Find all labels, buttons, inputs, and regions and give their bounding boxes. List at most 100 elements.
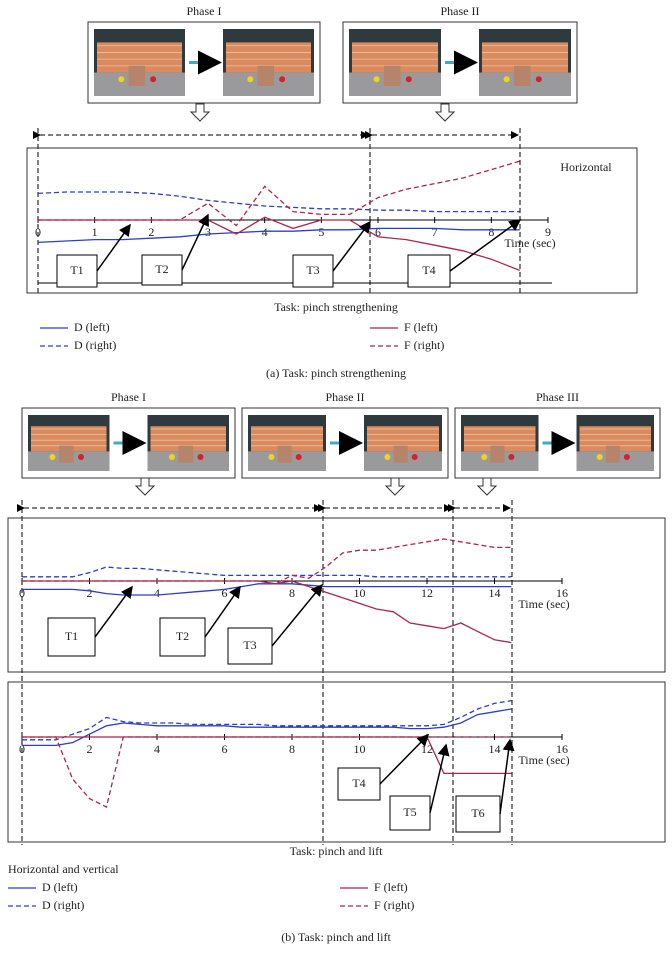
scene-box (383, 65, 401, 86)
legend-title: Horizontal and vertical (8, 862, 119, 876)
x-tick-label: 12 (421, 742, 433, 756)
down-arrow (434, 103, 456, 122)
x-tick-label: 5 (318, 225, 324, 239)
yellow-ball (481, 454, 488, 460)
x-tick-label: 6 (222, 586, 228, 600)
annotation-arrow (379, 733, 430, 785)
x-tick-label: 6 (375, 225, 381, 239)
phase-label: Phase II (326, 390, 365, 404)
x-tick-label: 2 (87, 742, 93, 756)
legend-label: F (left) (404, 320, 438, 334)
annotation-arrow (181, 213, 209, 271)
series-line (22, 736, 512, 775)
x-tick-label: 4 (154, 586, 160, 600)
down-arrow (384, 477, 406, 496)
series-line (37, 191, 520, 213)
annotation-label: T1 (65, 629, 78, 643)
legend-label: F (left) (374, 880, 408, 894)
annotation-box (227, 627, 273, 665)
series-line (22, 538, 512, 585)
chart-frame (7, 681, 666, 843)
yellow-ball (596, 454, 603, 460)
x-axis-label: Time (sec) (504, 236, 555, 250)
legend-label: F (right) (374, 898, 414, 912)
red-ball (295, 454, 302, 460)
x-tick-label: 2 (87, 586, 93, 600)
x-tick-label: 1 (92, 225, 98, 239)
series-line (38, 160, 520, 227)
x-tick-label: 9 (545, 225, 551, 239)
x-tick-label: 10 (354, 586, 366, 600)
scene-box (277, 445, 292, 463)
annotation-box (337, 767, 381, 801)
x-tick-label: 2 (148, 225, 154, 239)
annotation-arrow (332, 220, 371, 272)
annotation-label: T6 (471, 806, 484, 820)
scene-box (605, 445, 620, 463)
x-tick-label: 14 (489, 742, 501, 756)
x-tick-label: 16 (556, 742, 568, 756)
legend-label: D (left) (74, 320, 110, 334)
annotation-label: T1 (70, 263, 83, 277)
annotation-arrow (449, 219, 522, 272)
scene-box (490, 445, 505, 463)
yellow-ball (118, 76, 125, 83)
legend-label: D (right) (42, 898, 84, 912)
red-ball (197, 454, 204, 460)
caption: (a) Task: pinch strengthening (266, 366, 406, 380)
chart-title: Horizontal (560, 160, 612, 174)
scene-box (178, 445, 194, 463)
legend-label: D (left) (42, 880, 78, 894)
phase-label: Phase II (441, 4, 480, 18)
series-line (22, 699, 512, 741)
annotation-label: T3 (243, 638, 256, 652)
annotation-arrow (96, 223, 131, 272)
red-ball (77, 454, 84, 460)
x-tick-label: 4 (154, 742, 160, 756)
scene-box (513, 65, 531, 86)
scene-box (128, 65, 145, 86)
x-tick-label: 8 (289, 742, 295, 756)
x-axis-label: Time (sec) (518, 597, 569, 611)
yellow-ball (247, 76, 254, 83)
task-label: Task: pinch strengthening (274, 300, 398, 314)
scene-box (257, 65, 274, 86)
chart-frame (26, 147, 638, 294)
red-ball (150, 76, 157, 83)
x-tick-label: 6 (222, 742, 228, 756)
yellow-ball (268, 454, 275, 460)
down-arrow (134, 477, 156, 496)
annotation-arrow (499, 738, 515, 815)
scene-box (393, 445, 408, 463)
annotation-label: T2 (176, 629, 189, 643)
annotation-box (455, 795, 501, 833)
annotation-label: T5 (403, 805, 416, 819)
red-ball (411, 454, 418, 460)
annotation-box (159, 617, 206, 657)
caption: (b) Task: pinch and lift (281, 930, 391, 944)
x-axis-label: Time (sec) (518, 753, 569, 767)
annotation-label: T3 (306, 263, 319, 277)
x-tick-label: 14 (489, 586, 501, 600)
legend-label: F (right) (404, 338, 444, 352)
annotation-label: T2 (155, 262, 168, 276)
series-line (22, 583, 512, 596)
annotation-arrow (271, 583, 323, 647)
red-ball (279, 76, 286, 83)
x-tick-label: 0 (19, 742, 25, 756)
x-tick-label: 12 (421, 586, 433, 600)
annotation-box (47, 617, 96, 657)
task-label: Task: pinch and lift (290, 844, 383, 858)
chart-frame (7, 517, 666, 673)
annotation-box (56, 254, 98, 288)
red-ball (508, 454, 515, 460)
annotation-label: T4 (352, 776, 365, 790)
annotation-label: T4 (422, 263, 435, 277)
x-tick-label: 0 (19, 586, 25, 600)
x-tick-label: 8 (289, 586, 295, 600)
red-ball (405, 76, 412, 83)
phase-label: Phase III (536, 390, 579, 404)
yellow-ball (503, 76, 510, 83)
red-ball (623, 454, 630, 460)
series-line (22, 736, 512, 808)
